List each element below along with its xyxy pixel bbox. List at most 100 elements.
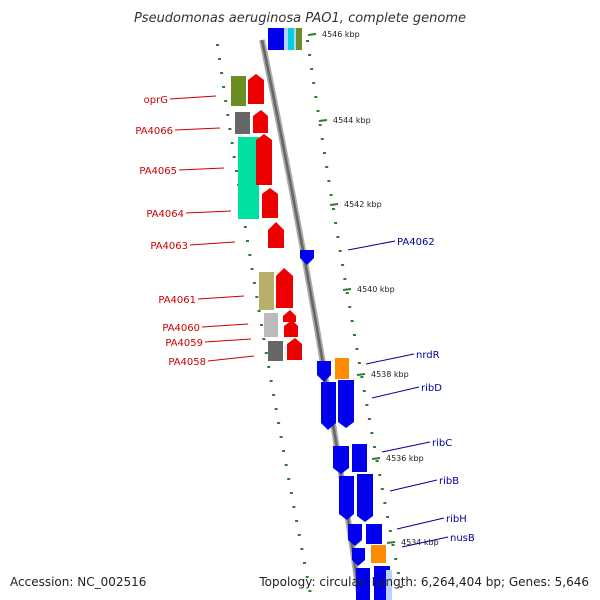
feature-PA4060-track[interactable]: [264, 313, 278, 337]
tick-mark: [325, 166, 329, 168]
tick-mark: [314, 96, 318, 98]
gene-label-PA4058[interactable]: PA4058: [168, 357, 206, 368]
feature-top-olive[interactable]: [296, 28, 302, 50]
tick-mark: [303, 562, 306, 564]
leader-line: [401, 536, 449, 548]
feature-PA4058-track[interactable]: [268, 341, 283, 361]
gene-label-PA4063[interactable]: PA4063: [150, 241, 188, 252]
cds-PA4064[interactable]: [262, 188, 278, 218]
gene-label-ribD[interactable]: ribD: [421, 383, 442, 394]
gene-label-ribH[interactable]: ribH: [446, 514, 467, 525]
kbp-scale: 4546 kbp 4544 kbp 4542 kbp 4540 kbp 4538 kbp…: [307, 30, 439, 547]
cds-ribB-inner[interactable]: [339, 476, 354, 520]
accession-text: Accession: NC_002516: [10, 575, 146, 589]
feature-PA4066-track[interactable]: [235, 112, 250, 134]
gene-label-ribC[interactable]: ribC: [432, 438, 452, 449]
gene-label-PA4059[interactable]: PA4059: [165, 338, 203, 349]
tick-mark: [287, 478, 291, 480]
tick-mark: [222, 86, 226, 88]
tick-mark: [284, 464, 288, 466]
tick-mark: [331, 208, 335, 210]
cds-PA4058[interactable]: [287, 338, 302, 360]
cds-ribH-inner[interactable]: [348, 524, 362, 546]
tick-mark: [353, 334, 356, 336]
kbp-tick: [307, 33, 317, 36]
tick-mark: [218, 58, 221, 60]
cds-PA4065[interactable]: [256, 134, 272, 185]
cds-nusB-inner[interactable]: [352, 548, 365, 566]
gene-label-oprG[interactable]: oprG: [144, 95, 168, 106]
cds-PA4062[interactable]: [300, 250, 314, 265]
cds-ribC-inner[interactable]: [333, 446, 349, 474]
cds-PA4059[interactable]: [284, 320, 298, 337]
feature-nusB-orange[interactable]: [371, 545, 386, 563]
tick-mark: [362, 390, 366, 392]
kbp-tick: [356, 373, 366, 376]
tick-mark: [250, 268, 254, 270]
feature-oprG-track[interactable]: [231, 76, 246, 106]
tick-mark: [373, 446, 376, 448]
gene-label-PA4062[interactable]: PA4062: [397, 237, 435, 248]
tick-mark: [269, 380, 273, 382]
leader-line: [197, 295, 245, 300]
tick-mark: [316, 110, 320, 112]
tick-mark: [226, 114, 230, 116]
tick-mark: [257, 310, 261, 312]
tick-mark: [386, 516, 390, 518]
tick-mark: [277, 422, 281, 424]
cds-ribB[interactable]: [357, 474, 373, 522]
kbp-label: 4540 kbp: [357, 285, 395, 294]
leader-line: [396, 517, 445, 530]
tick-mark: [228, 128, 232, 130]
cds-ribD-inner[interactable]: [321, 382, 336, 430]
tick-mark: [345, 292, 349, 294]
feature-bottom-lightblue[interactable]: [386, 570, 392, 600]
feature-top-cyan[interactable]: [288, 28, 294, 50]
feature-nrdR-orange[interactable]: [335, 358, 349, 379]
tick-mark: [320, 138, 324, 140]
cds-PA4061[interactable]: [276, 268, 293, 308]
cds-PA4060[interactable]: [283, 310, 296, 322]
gene-label-PA4065[interactable]: PA4065: [139, 166, 177, 177]
inner-tick-ring: [306, 40, 403, 588]
tick-mark: [329, 194, 333, 196]
tick-mark: [336, 236, 340, 238]
cds-ribD[interactable]: [338, 380, 354, 428]
tick-mark: [274, 408, 278, 410]
leader-line: [174, 127, 221, 131]
cds-PA4063[interactable]: [268, 222, 284, 248]
tick-mark: [306, 40, 309, 42]
tick-mark: [391, 544, 395, 546]
cds-ribH[interactable]: [366, 524, 382, 544]
kbp-label: 4544 kbp: [333, 116, 371, 125]
tick-mark: [355, 348, 359, 350]
tick-mark: [279, 436, 283, 438]
gene-label-PA4060[interactable]: PA4060: [162, 323, 200, 334]
kbp-label: 4534 kbp: [401, 538, 439, 547]
tick-mark: [289, 492, 293, 494]
kbp-tick: [342, 288, 352, 291]
gene-label-PA4061[interactable]: PA4061: [158, 295, 196, 306]
leader-line: [204, 338, 252, 343]
gene-label-PA4066[interactable]: PA4066: [135, 126, 173, 137]
gene-label-nrdR[interactable]: nrdR: [416, 350, 440, 361]
leader-line: [347, 240, 396, 251]
cds-oprG[interactable]: [248, 74, 264, 104]
cds-PA4066[interactable]: [253, 110, 268, 133]
leader-line: [178, 167, 225, 171]
cds-top-blue[interactable]: [268, 28, 284, 50]
cds-nrdR[interactable]: [317, 361, 331, 382]
feature-PA4061-track[interactable]: [259, 272, 274, 310]
cds-ribC[interactable]: [352, 444, 367, 472]
gene-label-PA4064[interactable]: PA4064: [146, 209, 184, 220]
summary-text: Topology: circular; Length: 6,264,404 bp…: [258, 575, 589, 589]
kbp-tick: [386, 541, 396, 544]
tick-mark: [396, 572, 400, 574]
cds-bottom-inner[interactable]: [356, 568, 370, 600]
kbp-tick: [329, 203, 339, 206]
feature-PA4065-track[interactable]: [238, 137, 259, 219]
gene-label-ribB[interactable]: ribB: [439, 476, 459, 487]
gene-label-nusB[interactable]: nusB: [450, 533, 475, 544]
leader-line: [169, 95, 217, 100]
